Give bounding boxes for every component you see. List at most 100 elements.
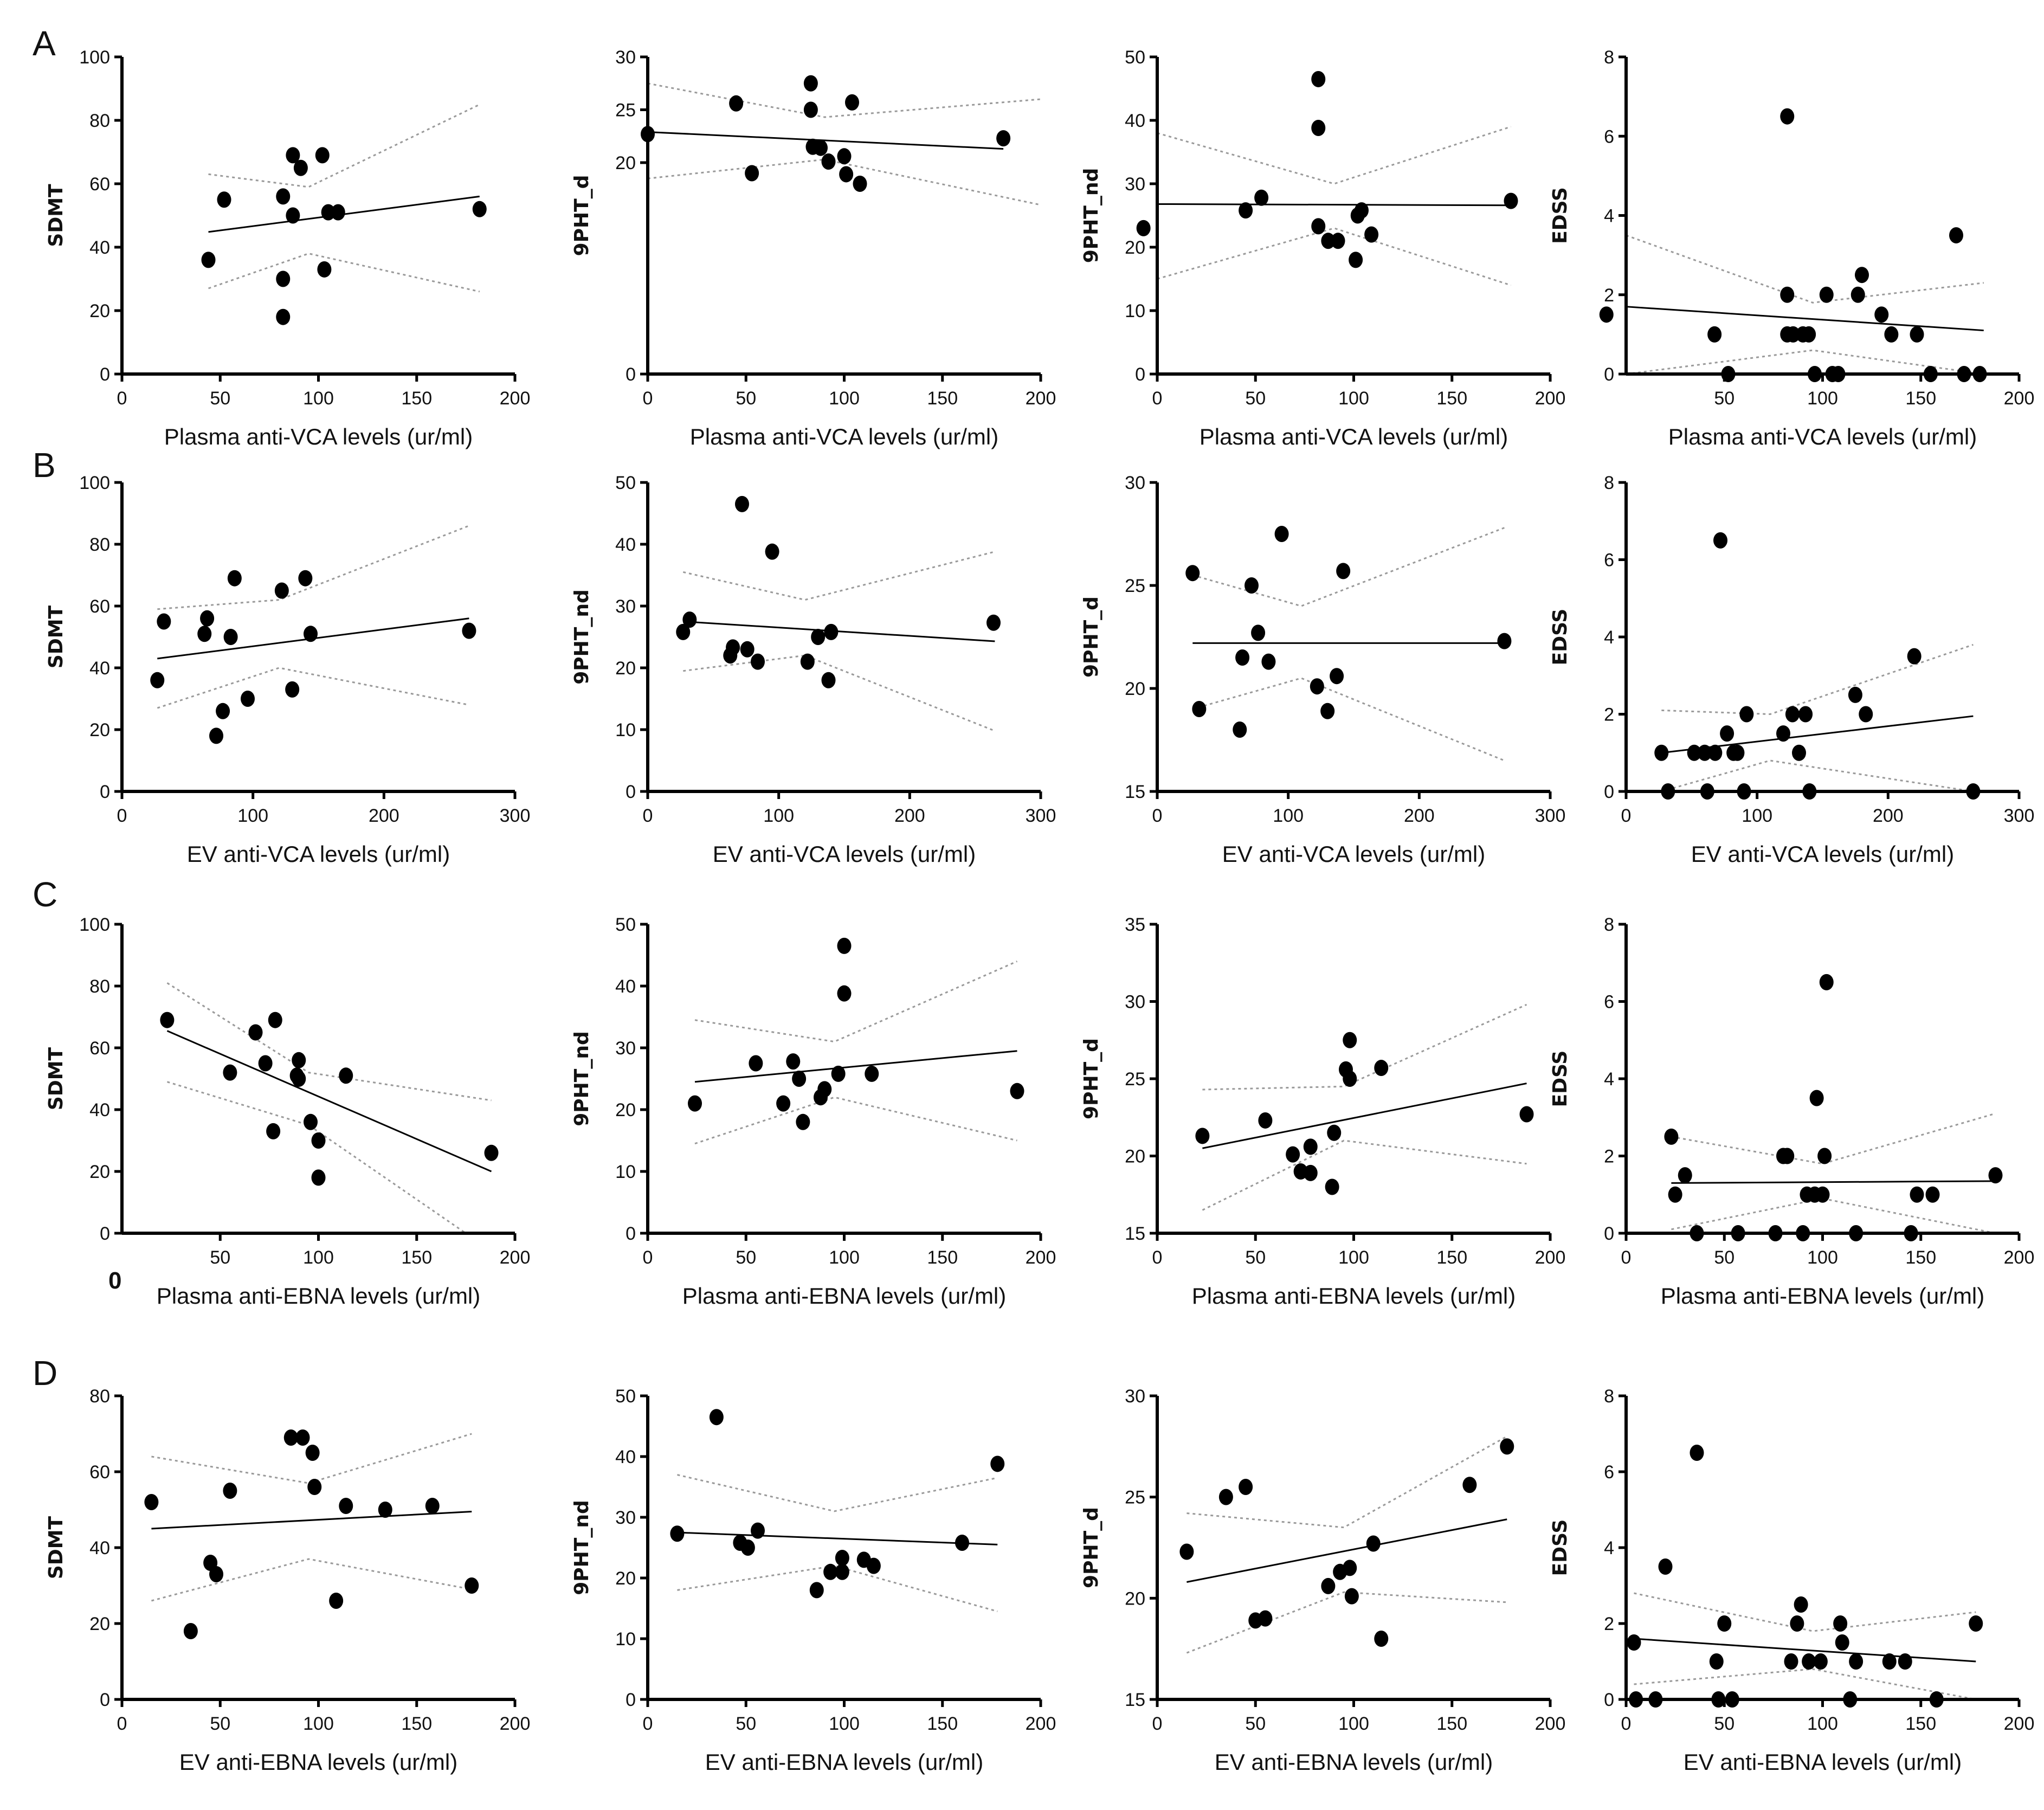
data-point <box>1648 1691 1663 1708</box>
data-point <box>425 1498 440 1514</box>
data-point <box>1321 233 1336 249</box>
x-tick-label: 0 <box>643 806 653 826</box>
data-point <box>1599 306 1614 323</box>
confidence-band-upper <box>694 961 1018 1043</box>
data-point <box>462 622 476 639</box>
confidence-band-lower <box>208 253 480 293</box>
data-point <box>1792 744 1806 761</box>
x-tick-label: 50 <box>210 1714 230 1734</box>
data-point <box>1274 526 1289 542</box>
data-point <box>1344 1588 1359 1605</box>
data-point <box>1796 1225 1810 1241</box>
x-tick-label: 100 <box>1338 1247 1369 1268</box>
data-point <box>209 727 223 744</box>
data-point <box>1785 706 1800 723</box>
confidence-band-lower <box>1671 1197 1996 1233</box>
y-tick-label: 10 <box>615 1629 636 1650</box>
x-tick-label: 50 <box>1714 388 1735 409</box>
data-point <box>1349 252 1363 268</box>
confidence-band-lower <box>683 654 995 732</box>
data-point <box>1949 227 1963 244</box>
confidence-band-upper <box>1157 126 1511 185</box>
data-point <box>821 672 836 688</box>
y-tick-label: 20 <box>1125 1588 1145 1609</box>
y-tick-label: 25 <box>1125 1069 1145 1090</box>
x-axis-title: EV anti-VCA levels (ur/ml) <box>1222 841 1485 867</box>
y-axis-title: 9PHT_d <box>1080 596 1102 678</box>
data-point <box>1802 326 1816 343</box>
x-tick-label: 200 <box>1026 388 1056 409</box>
x-tick-label: 50 <box>1245 1247 1266 1268</box>
x-tick-label: 150 <box>401 388 432 409</box>
data-point <box>776 1095 791 1112</box>
data-point <box>209 1566 223 1582</box>
x-tick-label: 0 <box>117 806 127 826</box>
y-tick-label: 80 <box>89 534 110 555</box>
data-point <box>1969 1615 1983 1632</box>
data-point <box>1374 1631 1389 1647</box>
data-point <box>1192 701 1207 717</box>
confidence-band-lower <box>166 1081 467 1233</box>
y-axis-title: 9PHT_d <box>571 175 593 256</box>
y-tick-label: 30 <box>615 1038 636 1059</box>
y-tick-label: 60 <box>89 1038 110 1059</box>
x-tick-label: 150 <box>1905 1714 1936 1734</box>
data-point <box>1627 1634 1641 1651</box>
x-tick-label: 150 <box>401 1714 432 1734</box>
data-point <box>1687 744 1701 761</box>
x-axis-title: EV anti-VCA levels (ur/ml) <box>1691 841 1954 867</box>
data-point <box>835 1550 849 1567</box>
y-tick-label: 15 <box>1125 1223 1145 1244</box>
data-point <box>853 176 867 192</box>
x-tick-label: 150 <box>927 1714 958 1734</box>
data-point <box>1629 1691 1643 1708</box>
data-point <box>1374 1060 1389 1077</box>
x-tick-label: 50 <box>736 1247 756 1268</box>
x-tick-label: 100 <box>1807 388 1838 409</box>
data-point <box>1462 1477 1477 1493</box>
y-tick-label: 25 <box>1125 576 1145 596</box>
data-point <box>266 1123 281 1139</box>
data-point <box>274 582 289 599</box>
scatter-plot-a-3: 0 10 20 30 40 50 0 50 100 150 200 Plasma anti-VCA l… <box>1080 47 1565 449</box>
x-axis-title: EV anti-EBNA levels (ur/ml) <box>705 1749 983 1775</box>
data-point <box>472 201 487 217</box>
data-point <box>1707 326 1722 343</box>
x-tick-label: 100 <box>829 1714 860 1734</box>
x-tick-label: 200 <box>2004 1247 2035 1268</box>
y-tick-label: 30 <box>1125 473 1145 493</box>
y-tick-label: 50 <box>1125 47 1145 68</box>
y-tick-label: 20 <box>1125 679 1145 699</box>
data-point <box>800 653 815 670</box>
y-axis-title: SDMT <box>45 184 67 247</box>
data-point <box>1303 1164 1318 1181</box>
y-axis-title: 9PHT_nd <box>571 1500 593 1595</box>
data-point <box>1904 1225 1918 1241</box>
y-axis-title: EDSS <box>1549 187 1571 244</box>
x-axis-title: Plasma anti-EBNA levels (ur/ml) <box>682 1283 1007 1309</box>
y-tick-label: 40 <box>89 658 110 679</box>
data-point <box>831 1065 846 1082</box>
data-point <box>286 207 300 224</box>
y-tick-label: 0 <box>100 1690 110 1710</box>
regression-line <box>694 1050 1017 1083</box>
data-point <box>1355 202 1369 219</box>
x-tick-label: 100 <box>1742 806 1772 826</box>
data-point <box>1330 668 1344 685</box>
y-axis-title: SDMT <box>45 605 67 668</box>
y-tick-label: 0 <box>626 364 636 385</box>
data-point <box>814 139 828 156</box>
x-tick-label: 300 <box>1535 806 1566 826</box>
y-tick-label: 6 <box>1604 126 1614 147</box>
confidence-band-lower <box>1661 759 1974 791</box>
regression-line <box>1671 1180 1996 1184</box>
data-point <box>1654 744 1669 761</box>
regression-line <box>1157 203 1511 207</box>
data-point <box>1882 1653 1897 1670</box>
x-tick-label: 100 <box>303 1247 334 1268</box>
x-tick-label: 50 <box>736 1714 756 1734</box>
data-point <box>1311 70 1326 87</box>
x-tick-label: 50 <box>1714 1714 1735 1734</box>
data-point <box>295 1429 310 1446</box>
scatter-plot-b-2: 0 10 20 30 40 50 0 100 200 300 EV anti-VCA levels … <box>571 473 1056 867</box>
